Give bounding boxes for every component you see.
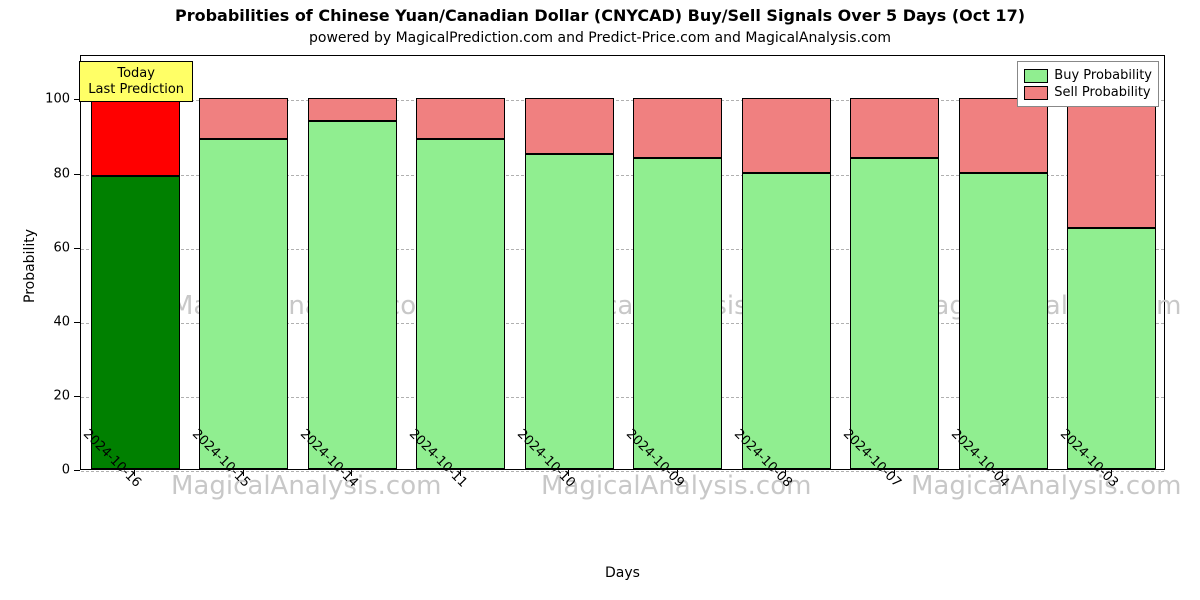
sell-bar	[525, 98, 614, 154]
sell-bar	[199, 98, 288, 139]
buy-bar	[308, 121, 397, 469]
sell-bar	[742, 98, 831, 172]
annotation-line: Last Prediction	[88, 82, 184, 98]
legend-item: Buy Probability	[1024, 68, 1152, 83]
bar-stack	[633, 98, 722, 469]
y-tick-label: 40	[0, 314, 70, 329]
buy-bar	[1067, 228, 1156, 469]
buy-bar	[742, 173, 831, 469]
annotation-line: Today	[88, 66, 184, 82]
bar-stack	[308, 98, 397, 469]
y-tick-label: 0	[0, 463, 70, 478]
sell-bar	[91, 98, 180, 176]
y-tick	[74, 396, 80, 397]
buy-bar	[91, 176, 180, 469]
buy-bar	[850, 158, 939, 469]
x-axis-label: Days	[80, 565, 1165, 581]
bar-stack	[91, 98, 180, 469]
y-tick	[74, 470, 80, 471]
bar-stack	[416, 98, 505, 469]
y-tick	[74, 248, 80, 249]
y-tick-label: 100	[0, 92, 70, 107]
buy-bar	[633, 158, 722, 469]
chart-subtitle: powered by MagicalPrediction.com and Pre…	[0, 30, 1200, 46]
buy-bar	[959, 173, 1048, 469]
legend-label: Sell Probability	[1054, 85, 1150, 100]
sell-bar	[416, 98, 505, 139]
bar-stack	[959, 98, 1048, 469]
sell-bar	[850, 98, 939, 157]
y-tick-label: 80	[0, 166, 70, 181]
legend-swatch	[1024, 69, 1048, 83]
y-tick-label: 20	[0, 388, 70, 403]
buy-bar	[525, 154, 614, 469]
y-tick	[74, 174, 80, 175]
bar-stack	[1067, 98, 1156, 469]
y-tick	[74, 322, 80, 323]
sell-bar	[959, 98, 1048, 172]
today-annotation: TodayLast Prediction	[79, 61, 193, 102]
watermark: MagicalAnalysis.com	[911, 471, 1181, 501]
legend-swatch	[1024, 86, 1048, 100]
legend: Buy Probability Sell Probability	[1017, 61, 1159, 107]
buy-bar	[416, 139, 505, 469]
plot-area: MagicalAnalysis.comMagicalAnalysis.comMa…	[80, 55, 1165, 470]
sell-bar	[1067, 98, 1156, 228]
sell-bar	[308, 98, 397, 120]
watermark: MagicalAnalysis.com	[171, 471, 441, 501]
bar-stack	[525, 98, 614, 469]
bar-stack	[850, 98, 939, 469]
legend-item: Sell Probability	[1024, 85, 1152, 100]
y-tick-label: 60	[0, 240, 70, 255]
bar-stack	[742, 98, 831, 469]
buy-bar	[199, 139, 288, 469]
legend-label: Buy Probability	[1054, 68, 1152, 83]
chart-title: Probabilities of Chinese Yuan/Canadian D…	[0, 6, 1200, 25]
bar-stack	[199, 98, 288, 469]
sell-bar	[633, 98, 722, 157]
